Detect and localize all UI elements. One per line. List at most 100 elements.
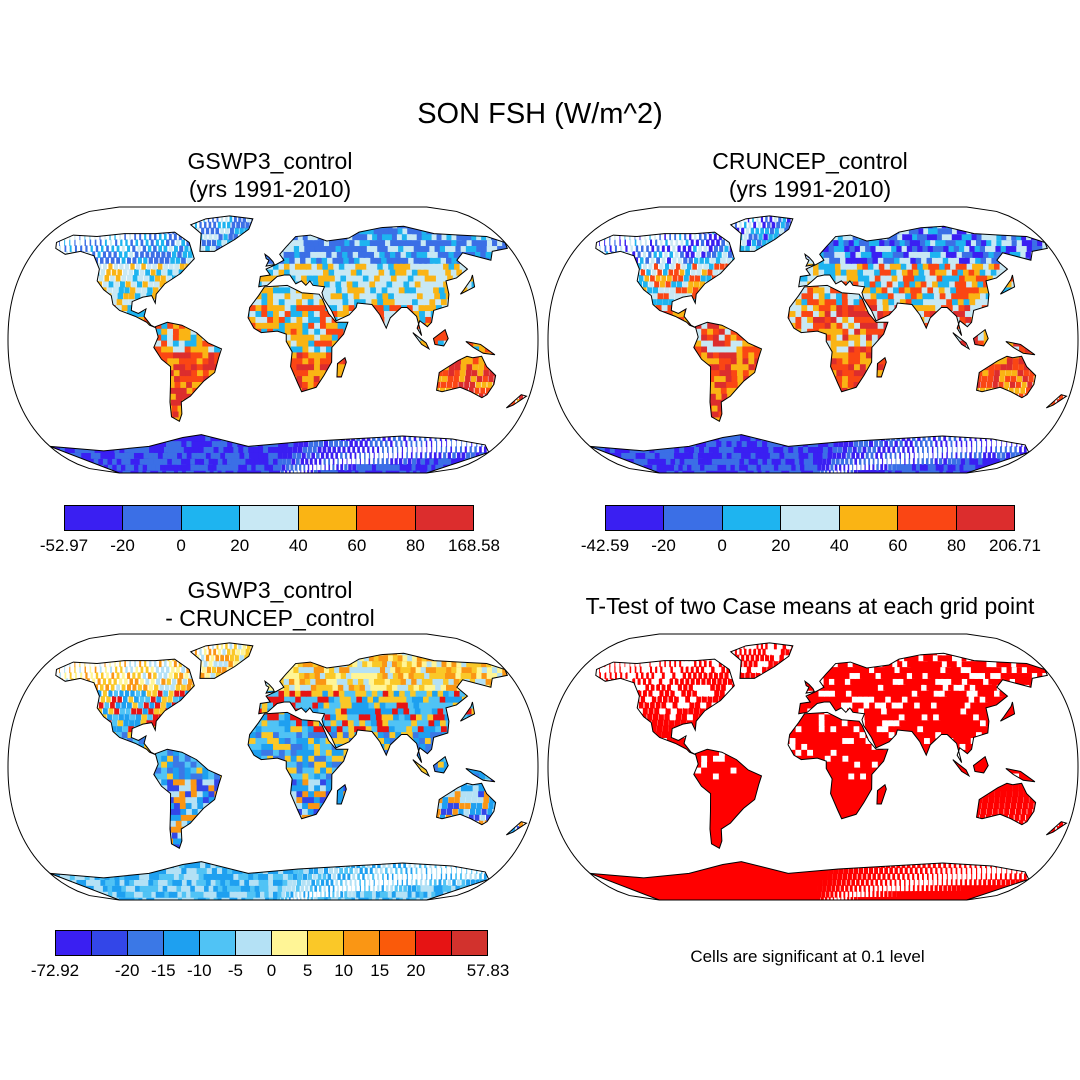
coastline (972, 328, 989, 347)
coastline (693, 321, 763, 423)
colorbar-box (416, 931, 452, 955)
land-namerica (55, 232, 195, 329)
coastline (876, 783, 887, 805)
coastline (595, 231, 735, 329)
panel-title-gswp3: GSWP3_control (yrs 1991-2010) (120, 147, 420, 203)
panel-title-line: (yrs 1991-2010) (728, 176, 892, 202)
land-australia (436, 783, 496, 825)
colorbar-gswp3 (64, 505, 474, 531)
coastline (952, 332, 971, 351)
colorbar-label: 20 (406, 961, 426, 980)
coastline (264, 253, 276, 267)
colorbar-label: -42.59 (580, 536, 630, 555)
colorbar-box (344, 931, 380, 955)
colorbar-label: 40 (829, 536, 849, 555)
colorbar-box (200, 931, 236, 955)
coastline (952, 759, 971, 778)
coastline (505, 821, 528, 836)
colorbar-label: 5 (302, 961, 313, 980)
panel-title-line: GSWP3_control (187, 577, 353, 603)
land-madagascar (337, 784, 347, 804)
coastline (1005, 767, 1036, 783)
colorbar-box (781, 506, 840, 530)
coastline (505, 394, 528, 409)
panel-title-line: - CRUNCEP_control (165, 605, 375, 631)
colorbar-box (415, 506, 473, 530)
coastline (595, 658, 735, 756)
coastline (1000, 274, 1016, 295)
map-cruncep (547, 206, 1079, 474)
coastline (1005, 340, 1036, 356)
colorbar-box (606, 506, 665, 530)
colorbar-box (722, 506, 782, 530)
coastline (55, 658, 195, 756)
colorbar-box (839, 506, 899, 530)
coastline (258, 652, 509, 763)
colorbar-label: 60 (888, 536, 908, 555)
map-ttest (547, 633, 1079, 901)
coastline (589, 861, 1030, 900)
map-gswp3 (7, 206, 539, 474)
coastline (336, 356, 347, 378)
coastline (460, 701, 476, 722)
coastline (972, 755, 989, 774)
colorbar-cruncep (605, 505, 1015, 531)
coastline (465, 767, 496, 783)
coastline (436, 782, 497, 826)
land-samerica (693, 322, 762, 422)
colorbar-label: 0 (717, 536, 727, 555)
colorbar-label: 40 (288, 536, 308, 555)
coastline (804, 680, 816, 694)
coastline (1045, 394, 1068, 409)
panel-title-line: CRUNCEP_control (712, 148, 908, 174)
colorbar-label: 206.71 (989, 536, 1041, 555)
colorbar-box (164, 931, 200, 955)
panel-title-line: GSWP3_control (187, 148, 353, 174)
coastline (798, 225, 1049, 336)
coastline (247, 284, 349, 393)
coastline (412, 332, 431, 351)
panel-title-line: T-Test of two Case means at each grid po… (585, 593, 1035, 619)
figure-title: SON FSH (W/m^2) (417, 98, 663, 130)
colorbar-label: 168.58 (448, 536, 500, 555)
map-border (7, 206, 539, 474)
colorbar-box (272, 931, 308, 955)
land-australia (976, 783, 1036, 825)
coastline (153, 748, 223, 850)
colorbar-label: -5 (227, 961, 243, 980)
map-border (547, 206, 1079, 474)
coastline (153, 321, 223, 423)
colorbar-label: -72.92 (30, 961, 80, 980)
land-samerica (153, 749, 222, 849)
coastline (264, 680, 276, 694)
coastline (729, 642, 794, 679)
coastline (876, 356, 887, 378)
colorbar-label: 0 (266, 961, 277, 980)
coastline (589, 434, 1030, 473)
coastline (49, 434, 490, 473)
colorbar-label: 80 (946, 536, 966, 555)
colorbar-box (56, 931, 92, 955)
coastline (787, 711, 889, 820)
colorbar-box (308, 931, 344, 955)
land-namerica (595, 659, 735, 756)
coastline (1000, 701, 1016, 722)
coastline (798, 652, 1049, 763)
land-madagascar (877, 784, 887, 804)
colorbar-box (298, 506, 358, 530)
colorbar-label: -10 (187, 961, 212, 980)
map-border (7, 633, 539, 901)
coastline (436, 355, 497, 399)
coastline (55, 231, 195, 329)
colorbar-box (452, 931, 487, 955)
panel-title-ttest: T-Test of two Case means at each grid po… (560, 592, 1060, 620)
coastline (258, 225, 509, 336)
land-madagascar (877, 357, 887, 377)
coastline (976, 355, 1037, 399)
land-namerica (595, 232, 735, 329)
coastline (49, 861, 490, 900)
coastline (976, 782, 1037, 826)
colorbar-label: -20 (651, 536, 676, 555)
colorbar-box (380, 931, 416, 955)
coastline (460, 274, 476, 295)
